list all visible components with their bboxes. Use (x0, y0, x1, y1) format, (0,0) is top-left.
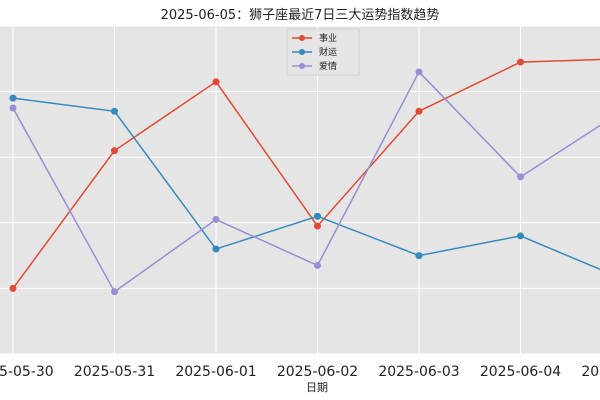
data-point (212, 78, 220, 86)
legend-item: 事业 (292, 32, 337, 44)
data-point (314, 222, 321, 230)
legend-label: 爱情 (319, 60, 337, 72)
data-point (517, 58, 524, 66)
legend-marker (299, 35, 305, 41)
data-point (415, 107, 423, 115)
legend-marker (299, 63, 305, 69)
series-2 (9, 94, 600, 271)
data-point (415, 68, 423, 76)
x-tick-label: 2025-06-02 (277, 364, 358, 380)
data-point (111, 288, 118, 296)
data-point (212, 216, 220, 224)
data-point (9, 104, 17, 112)
legend-label: 事业 (319, 32, 337, 44)
x-tick-label: 2025-06-03 (378, 364, 459, 380)
legend-marker (299, 49, 305, 55)
data-point (517, 173, 524, 181)
chart-title: 2025-06-05：狮子座最近7日三大运势指数趋势 (161, 7, 440, 23)
data-point (314, 212, 321, 220)
legend-item: 财运 (292, 46, 337, 58)
plot-area (0, 26, 600, 354)
series-layer (9, 58, 600, 296)
data-point (111, 147, 118, 155)
series-1 (9, 58, 600, 292)
data-point (212, 245, 220, 253)
x-tick-label: 2025-06-01 (175, 364, 256, 380)
x-tick-label: 2025-06-04 (480, 364, 561, 380)
x-tick-label: 2025-05-30 (0, 364, 54, 380)
data-point (111, 107, 118, 115)
legend-label: 财运 (319, 46, 337, 58)
data-point (9, 284, 17, 292)
series-3 (9, 68, 600, 296)
x-tick-labels: 2025-05-30 2025-05-31 2025-06-01 2025-06-02… (0, 364, 600, 380)
data-point (314, 261, 321, 269)
data-point (517, 232, 524, 240)
x-tick-label: 2025-06-05 (581, 364, 600, 380)
data-point (9, 94, 17, 102)
data-point (415, 252, 423, 260)
x-tick-label: 2025-05-31 (74, 364, 155, 380)
x-axis-label: 日期 (306, 381, 328, 394)
legend-item: 爱情 (292, 60, 337, 72)
